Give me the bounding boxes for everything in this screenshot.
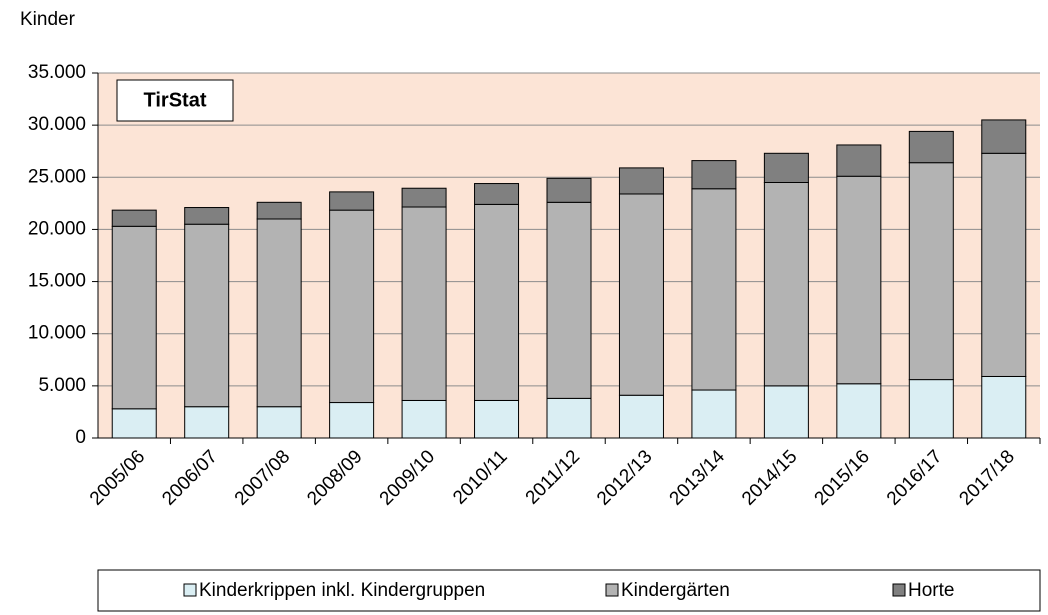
x-tick-label: 2008/09 (303, 446, 366, 509)
legend-label: Horte (908, 580, 954, 601)
bar-segment (401, 399, 447, 439)
y-tick-label: 20.000 (28, 218, 86, 239)
legend-marker (892, 583, 906, 597)
bar-segment (184, 223, 230, 408)
bar-segment (184, 406, 230, 439)
x-tick-label: 2013/14 (666, 446, 730, 510)
y-tick-label: 0 (75, 427, 86, 448)
x-tick-label: 2009/10 (376, 446, 439, 509)
legend-marker (183, 583, 197, 597)
bar-segment (836, 383, 882, 439)
x-tick-label: 2011/12 (522, 446, 584, 508)
bar-segment (329, 191, 375, 211)
bar-segment (329, 209, 375, 404)
bar-segment (111, 209, 157, 227)
y-axis-label: Kinder (20, 9, 76, 30)
bar-segment (981, 375, 1027, 439)
x-tick-label: 2007/08 (231, 446, 294, 509)
bar-segment (184, 207, 230, 225)
bar-segment (908, 379, 954, 439)
x-tick-label: 2012/13 (593, 446, 656, 509)
y-tick-label: 15.000 (28, 271, 86, 292)
bar-segment (256, 201, 302, 220)
x-tick-label: 2016/17 (883, 446, 946, 509)
bar-segment (908, 162, 954, 381)
y-tick-label: 35.000 (28, 62, 86, 83)
bar-segment (618, 167, 664, 195)
legend-box (97, 569, 1041, 612)
bar-segment (474, 183, 520, 205)
x-tick-label: 2010/11 (449, 446, 511, 508)
bar-segment (474, 399, 520, 439)
bar-segment (474, 203, 520, 401)
annotation-box (116, 79, 234, 122)
bar-segment (691, 389, 737, 439)
y-tick-label: 25.000 (28, 166, 86, 187)
bar-segment (618, 193, 664, 396)
x-tick-label: 2017/18 (955, 446, 1018, 509)
bar-segment (981, 119, 1027, 154)
bar-segment (401, 206, 447, 401)
y-tick-label: 30.000 (28, 114, 86, 135)
x-tick-label: 2014/15 (738, 446, 801, 509)
legend-label: Kindergärten (621, 580, 730, 601)
y-tick-label: 10.000 (28, 323, 86, 344)
annotation: TirStat (144, 89, 207, 111)
y-tick-label: 5.000 (38, 375, 86, 396)
bar-segment (256, 406, 302, 439)
bar-segment (691, 160, 737, 190)
bar-segment (908, 130, 954, 164)
bar-segment (763, 152, 809, 184)
bar-segment (836, 175, 882, 385)
bar-segment (546, 397, 592, 439)
legend-label: Kinderkrippen inkl. Kindergruppen (199, 580, 485, 601)
bar-segment (763, 385, 809, 439)
bar-segment (111, 225, 157, 410)
bar-segment (691, 188, 737, 391)
bar-segment (763, 182, 809, 387)
bar-segment (401, 187, 447, 208)
bar-segment (111, 408, 157, 439)
x-tick-label: 2005/06 (86, 446, 149, 509)
x-tick-label: 2015/16 (811, 446, 874, 509)
bar-segment (256, 218, 302, 408)
bar-segment (618, 394, 664, 439)
bar-segment (981, 152, 1027, 377)
bar-segment (546, 201, 592, 399)
bar-segment (546, 177, 592, 203)
x-tick-label: 2006/07 (158, 446, 221, 509)
bar-segment (836, 144, 882, 177)
legend-marker (605, 583, 619, 597)
bar-segment (329, 402, 375, 439)
